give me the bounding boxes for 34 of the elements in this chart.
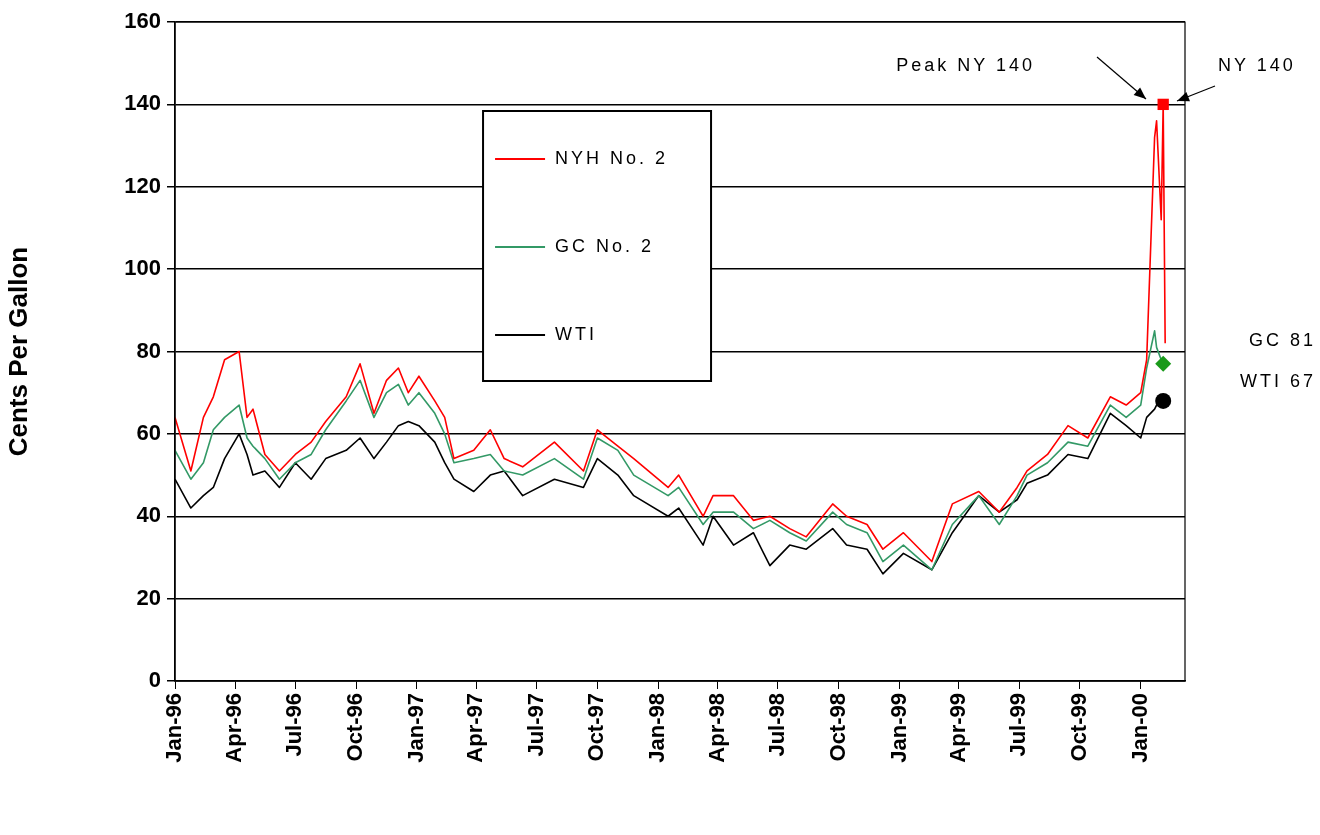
x-tick-label: Oct-96	[342, 693, 368, 762]
y-axis-title: Cents Per Gallon	[2, 246, 33, 457]
text: NY 140	[1218, 54, 1296, 75]
y-tick-label: 100	[124, 255, 161, 281]
y-tick-label: 20	[136, 584, 161, 610]
y-tick-label: 120	[124, 172, 161, 198]
x-tick-label: Apr-97	[462, 693, 488, 763]
y-tick-label: 60	[136, 419, 161, 445]
x-tick-label: Oct-99	[1065, 693, 1091, 762]
legend-label: WTI	[555, 323, 598, 344]
x-tick-label: Jan-98	[644, 693, 670, 763]
legend-label: GC No. 2	[555, 235, 655, 256]
x-tick-label: Oct-97	[583, 693, 609, 762]
x-tick-label: Apr-98	[703, 693, 729, 763]
x-tick-label: Jul-96	[281, 693, 307, 757]
x-tick-label: Jul-99	[1005, 693, 1031, 757]
x-tick-label: Jan-97	[402, 693, 428, 763]
annotation: Peak NY 140	[896, 54, 1035, 75]
x-tick-label: Jan-96	[161, 693, 187, 763]
x-tick-label: Oct-98	[824, 693, 850, 762]
x-tick-label: Jul-97	[522, 693, 548, 757]
y-tick-label: 80	[136, 337, 161, 363]
text: WTI 67	[1239, 370, 1316, 391]
x-tick-label: Apr-96	[221, 693, 247, 763]
text: GC 81	[1248, 329, 1316, 350]
y-tick-label: 160	[124, 8, 161, 34]
y-tick-label: 140	[124, 90, 161, 116]
x-tick-label: Jan-99	[885, 693, 911, 763]
x-tick-label: Jul-98	[763, 693, 789, 757]
x-tick-label: Apr-99	[945, 693, 970, 763]
y-tick-label: 40	[136, 502, 161, 528]
y-tick-label: 0	[148, 667, 161, 693]
legend-label: NYH No. 2	[555, 147, 669, 168]
x-tick-label: Jan-00	[1126, 693, 1152, 763]
